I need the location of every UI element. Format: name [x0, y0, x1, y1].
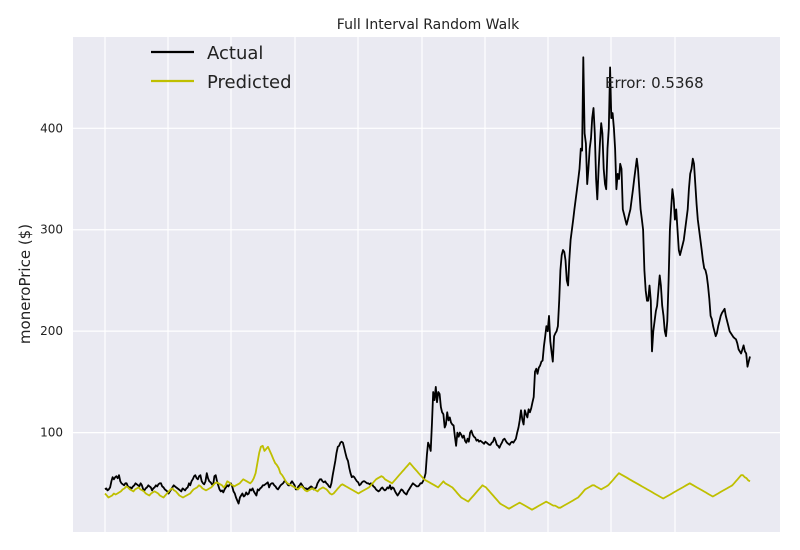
y-tick-300: 300 — [40, 223, 63, 237]
grid — [73, 37, 780, 532]
series-lines — [104, 56, 751, 511]
chart-title: Full Interval Random Walk — [337, 17, 520, 33]
y-tick-400: 400 — [40, 121, 63, 135]
plot-area — [73, 37, 780, 532]
legend: Actual Predicted — [151, 43, 292, 93]
series-line-predicted — [104, 444, 751, 511]
y-tick-100: 100 — [40, 426, 63, 440]
legend-label-predicted: Predicted — [207, 72, 292, 93]
legend-label-actual: Actual — [207, 43, 263, 64]
y-axis-label: moneroPrice ($) — [16, 224, 34, 344]
y-tick-200: 200 — [40, 324, 63, 338]
y-tick-labels: 100 200 300 400 — [40, 121, 63, 439]
error-annotation: Error: 0.5368 — [605, 74, 704, 92]
